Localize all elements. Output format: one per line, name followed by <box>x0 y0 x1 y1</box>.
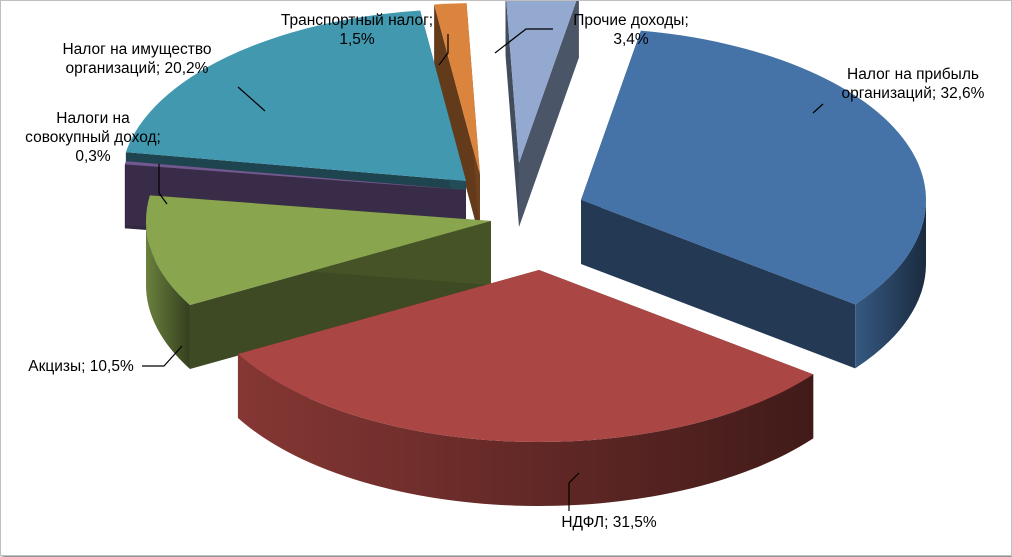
slice-wall-other <box>519 1 579 227</box>
slice-tops <box>124 1 927 442</box>
leader-line-excise <box>142 345 183 367</box>
leader-line-aggregate <box>158 164 168 205</box>
slice-side-ndfl <box>237 354 814 507</box>
slice-ndfl <box>237 270 814 442</box>
leader-line-transport <box>438 34 449 66</box>
slice-wall-profit <box>581 200 856 369</box>
data-label-profit: Налог на прибыль организаций; 32,6% <box>842 66 985 102</box>
leader-line-property <box>237 86 266 112</box>
data-label-excise: Акцизы; 10,5% <box>28 358 134 375</box>
data-label-property: Налог на имущество организаций; 20,2% <box>62 41 211 77</box>
slice-profit <box>581 30 927 305</box>
leader-line-other <box>494 28 553 54</box>
leader-line-profit <box>812 103 824 114</box>
slice-aggregate <box>124 161 467 190</box>
slice-side-profit <box>855 200 926 369</box>
slice-transport <box>434 3 480 176</box>
slice-other <box>506 1 577 163</box>
data-labels: Налог на прибыль организаций; 32,6% НДФЛ; … <box>25 12 984 531</box>
data-label-other: Прочие доходы; 3,4% <box>573 12 689 48</box>
slice-wall-transport <box>434 4 480 239</box>
leader-line-ndfl <box>568 472 580 511</box>
leader-lines <box>142 28 824 511</box>
data-label-aggregate: Налоги на совокупный доход; 0,3% <box>25 110 161 165</box>
slice-side-excise <box>146 221 190 370</box>
slice-excise <box>145 195 491 306</box>
slice-property <box>125 10 467 181</box>
data-label-ndfl: НДФЛ; 31,5% <box>561 514 657 531</box>
data-label-transport: Транспортный налог; 1,5% <box>281 12 433 48</box>
slice-wall-other <box>505 1 519 227</box>
